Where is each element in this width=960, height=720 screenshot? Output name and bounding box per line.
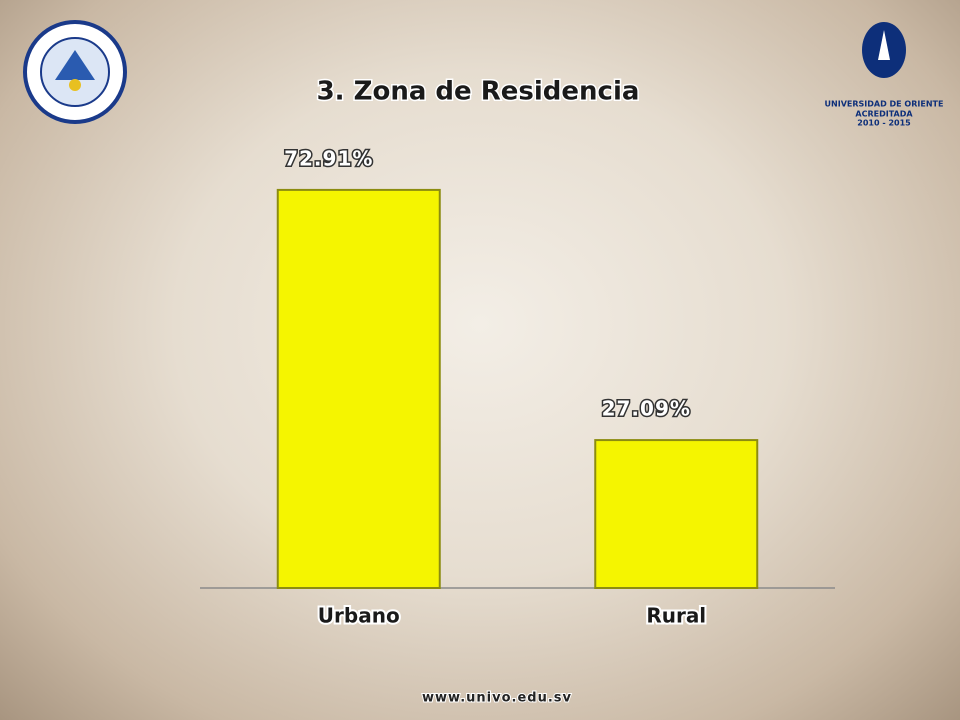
bar [594, 439, 759, 589]
logo-years: 2010 - 2015 [857, 119, 911, 128]
chart-title: 3. Zona de Residencia [317, 77, 640, 107]
bar [276, 188, 441, 589]
footer: www.univo.edu.sv [422, 691, 572, 706]
logo-status: ACREDITADA [855, 110, 913, 119]
x-tick-label: Urbano [318, 604, 400, 628]
logo-name: UNIVERSIDAD DE ORIENTE [825, 100, 944, 109]
data-label: 72.91% [284, 146, 373, 170]
accreditation-logo: UNIVERSIDAD DE ORIENTE ACREDITADA 2010 -… [825, 22, 944, 128]
x-tick-label: Rural [646, 604, 706, 628]
data-label: 27.09% [602, 397, 691, 421]
university-seal [23, 20, 127, 124]
